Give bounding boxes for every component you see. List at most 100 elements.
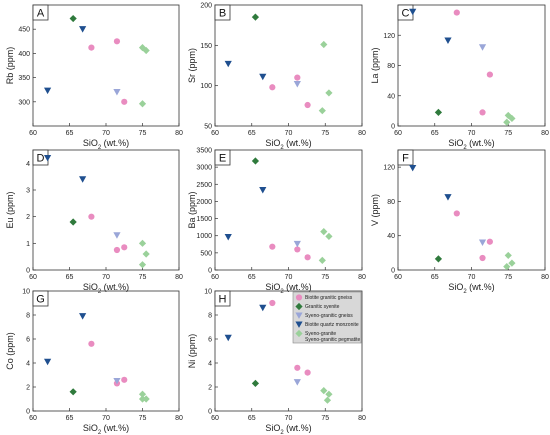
data-point-syeno-granite-pegmatite [325,232,333,240]
data-point-biotite-granitic-gneiss [294,74,301,81]
x-tick-label: 65 [248,415,256,422]
y-tick-label: 400 [18,51,30,58]
y-tick-label: 10 [204,289,212,296]
x-tick-label: 60 [29,274,37,281]
panel-f: 60 65 70 75 80 0 40 80 120 SiO2 (wt.%) V (ppm) F [370,149,549,295]
x-tick-label: 80 [541,130,549,137]
plot-frame [214,149,363,271]
data-point-syeno-granite-pegmatite [504,251,512,260]
y-tick-label: 300 [18,99,30,106]
panel-letter-box [32,4,49,21]
y-tick-label: 4 [26,161,30,168]
panel-letter: C [402,8,410,20]
data-point-biotite-granitic-gneiss [453,9,460,16]
data-point-biotite-granitic-gneiss [113,246,121,254]
x-tick-label: 70 [468,130,476,137]
data-point-biotite-granitic-gneiss [294,364,301,371]
y-tick-label: 2000 [196,199,212,206]
data-point-biotite-granitic-gneiss [304,254,311,261]
panel-letter: E [219,153,226,165]
x-tick-label: 75 [139,130,147,137]
y-tick-label: 2 [208,385,212,392]
y-tick-label: 200 [200,3,212,10]
legend-label: Syeno-granite [305,331,336,337]
data-point-biotite-quartz-monzonite [224,234,232,241]
y-axis-label: Ni (ppm) [187,334,197,369]
data-point-syeno-granite-pegmatite [320,228,328,236]
legend-marker [295,321,303,328]
y-tick-label: 350 [18,75,30,82]
data-point-granitic-syenite [251,379,260,387]
data-point-biotite-granitic-gneiss [486,71,493,78]
y-tick-label: 40 [387,233,395,240]
x-tick-label: 70 [285,415,293,422]
data-point-biotite-quartz-monzonite [444,194,452,201]
panel-letter-box [214,4,231,21]
panel-e: 60 65 70 75 80 0 500 1000 1500 2000 2500 3000 3500 Si… [187,148,366,296]
legend-label: Biotite granitic gneiss [305,295,353,301]
x-axis-label: SiO2 (wt.%) [83,138,129,151]
data-point-biotite-granitic-gneiss [269,84,276,91]
x-tick-label: 65 [431,130,439,137]
legend-item: Granitic syenite [295,302,340,311]
x-tick-label: 70 [285,130,293,137]
y-tick-label: 4 [208,361,212,368]
panel-letter: B [219,8,226,20]
y-tick-label: 3000 [196,165,212,172]
data-point-biotite-quartz-monzonite [44,154,52,162]
data-point-biotite-granitic-gneiss [269,243,276,250]
data-point-biotite-quartz-monzonite [79,313,87,320]
y-tick-label: 2 [26,385,30,392]
data-point-biotite-quartz-monzonite [79,26,87,33]
x-axis-label: SiO2 (wt.%) [265,138,311,151]
data-point-granitic-syenite [251,157,260,165]
data-point-granitic-syenite [69,14,77,23]
x-tick-label: 60 [211,274,219,281]
legend-label: Syeno-granitic gneiss [305,313,353,319]
x-tick-label: 60 [394,274,402,281]
data-point-biotite-quartz-monzonite [259,187,267,194]
x-tick-label: 75 [139,415,147,422]
panel-letter: F [402,153,409,165]
x-tick-label: 65 [248,130,256,137]
panel-d: 60 65 70 75 80 0 1 2 3 4 SiO2 (wt.%) Eu (ppm) D [5,149,183,295]
x-axis-label: SiO2 (wt.%) [265,423,311,435]
data-point-syeno-granite-pegmatite [142,46,150,55]
legend-item: Biotite quartz monzonite [295,321,359,328]
y-tick-label: 0 [26,268,30,275]
legend-label: Syeno-granitic pegmatite [305,337,361,343]
data-point-syeno-granite-pegmatite [503,262,511,271]
panel-letter: A [37,8,45,20]
x-tick-label: 80 [175,130,183,137]
x-tick-label: 75 [139,274,147,281]
data-point-syeno-granite-pegmatite [138,261,147,269]
x-tick-label: 80 [358,415,366,422]
x-tick-label: 65 [431,274,439,281]
data-point-granitic-syenite [434,255,443,263]
data-point-syeno-granite-pegmatite [503,118,511,126]
data-point-syeno-granite-pegmatite [325,390,333,398]
data-point-biotite-granitic-gneiss [113,38,121,45]
x-tick-label: 70 [285,274,293,281]
x-tick-label: 70 [102,415,110,422]
panel-letter: G [36,294,45,306]
legend-item: Syeno-granitic gneiss [295,312,353,319]
legend-marker [295,329,303,338]
y-tick-label: 4 [26,361,30,368]
x-tick-label: 70 [468,274,476,281]
y-tick-label: 0 [208,268,212,275]
data-point-syeno-granite-pegmatite [508,114,516,123]
legend: Biotite granitic gneiss Granitic syenite S… [292,291,362,344]
legend-item: Biotite granitic gneiss [295,294,353,301]
x-tick-label: 80 [358,130,366,137]
data-point-biotite-quartz-monzonite [44,358,52,366]
plot-frame [32,149,180,271]
data-point-biotite-granitic-gneiss [88,340,95,347]
x-tick-label: 60 [211,415,219,422]
data-point-syeno-granitic-gneiss [113,377,121,385]
y-tick-label: 80 [387,63,395,70]
x-tick-label: 75 [321,274,329,281]
y-axis-label: Ba (ppm) [187,191,197,228]
